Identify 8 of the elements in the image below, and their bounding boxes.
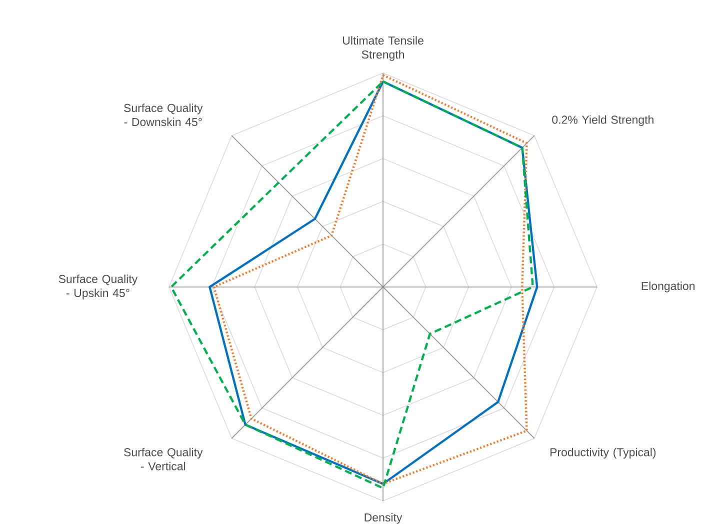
spoke-label: Density xyxy=(364,513,402,524)
spoke-label: Productivity (Typical) xyxy=(550,448,656,459)
spoke-label: 0.2% Yield Strength xyxy=(552,115,654,126)
spoke-label: Surface Quality - Upskin 45° xyxy=(58,274,138,300)
spoke-label: Surface Quality - Downskin 45° xyxy=(124,104,203,126)
spoke-label: Elongation xyxy=(642,282,695,292)
spoke-label: Ultimate Tensile Strength xyxy=(343,36,424,61)
spoke-label: Surface Quality - Vertical xyxy=(124,448,203,470)
